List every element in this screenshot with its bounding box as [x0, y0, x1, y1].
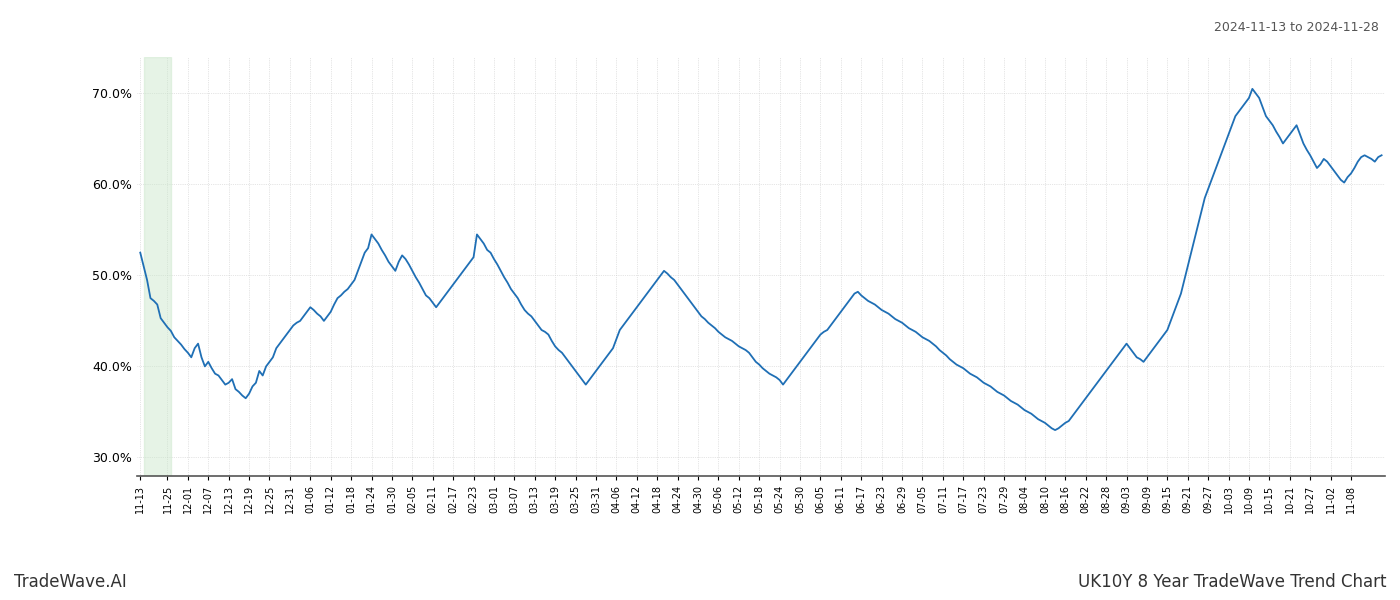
Text: TradeWave.AI: TradeWave.AI: [14, 573, 127, 591]
Text: UK10Y 8 Year TradeWave Trend Chart: UK10Y 8 Year TradeWave Trend Chart: [1078, 573, 1386, 591]
Bar: [144, 57, 171, 476]
Text: 2024-11-13 to 2024-11-28: 2024-11-13 to 2024-11-28: [1214, 21, 1379, 34]
